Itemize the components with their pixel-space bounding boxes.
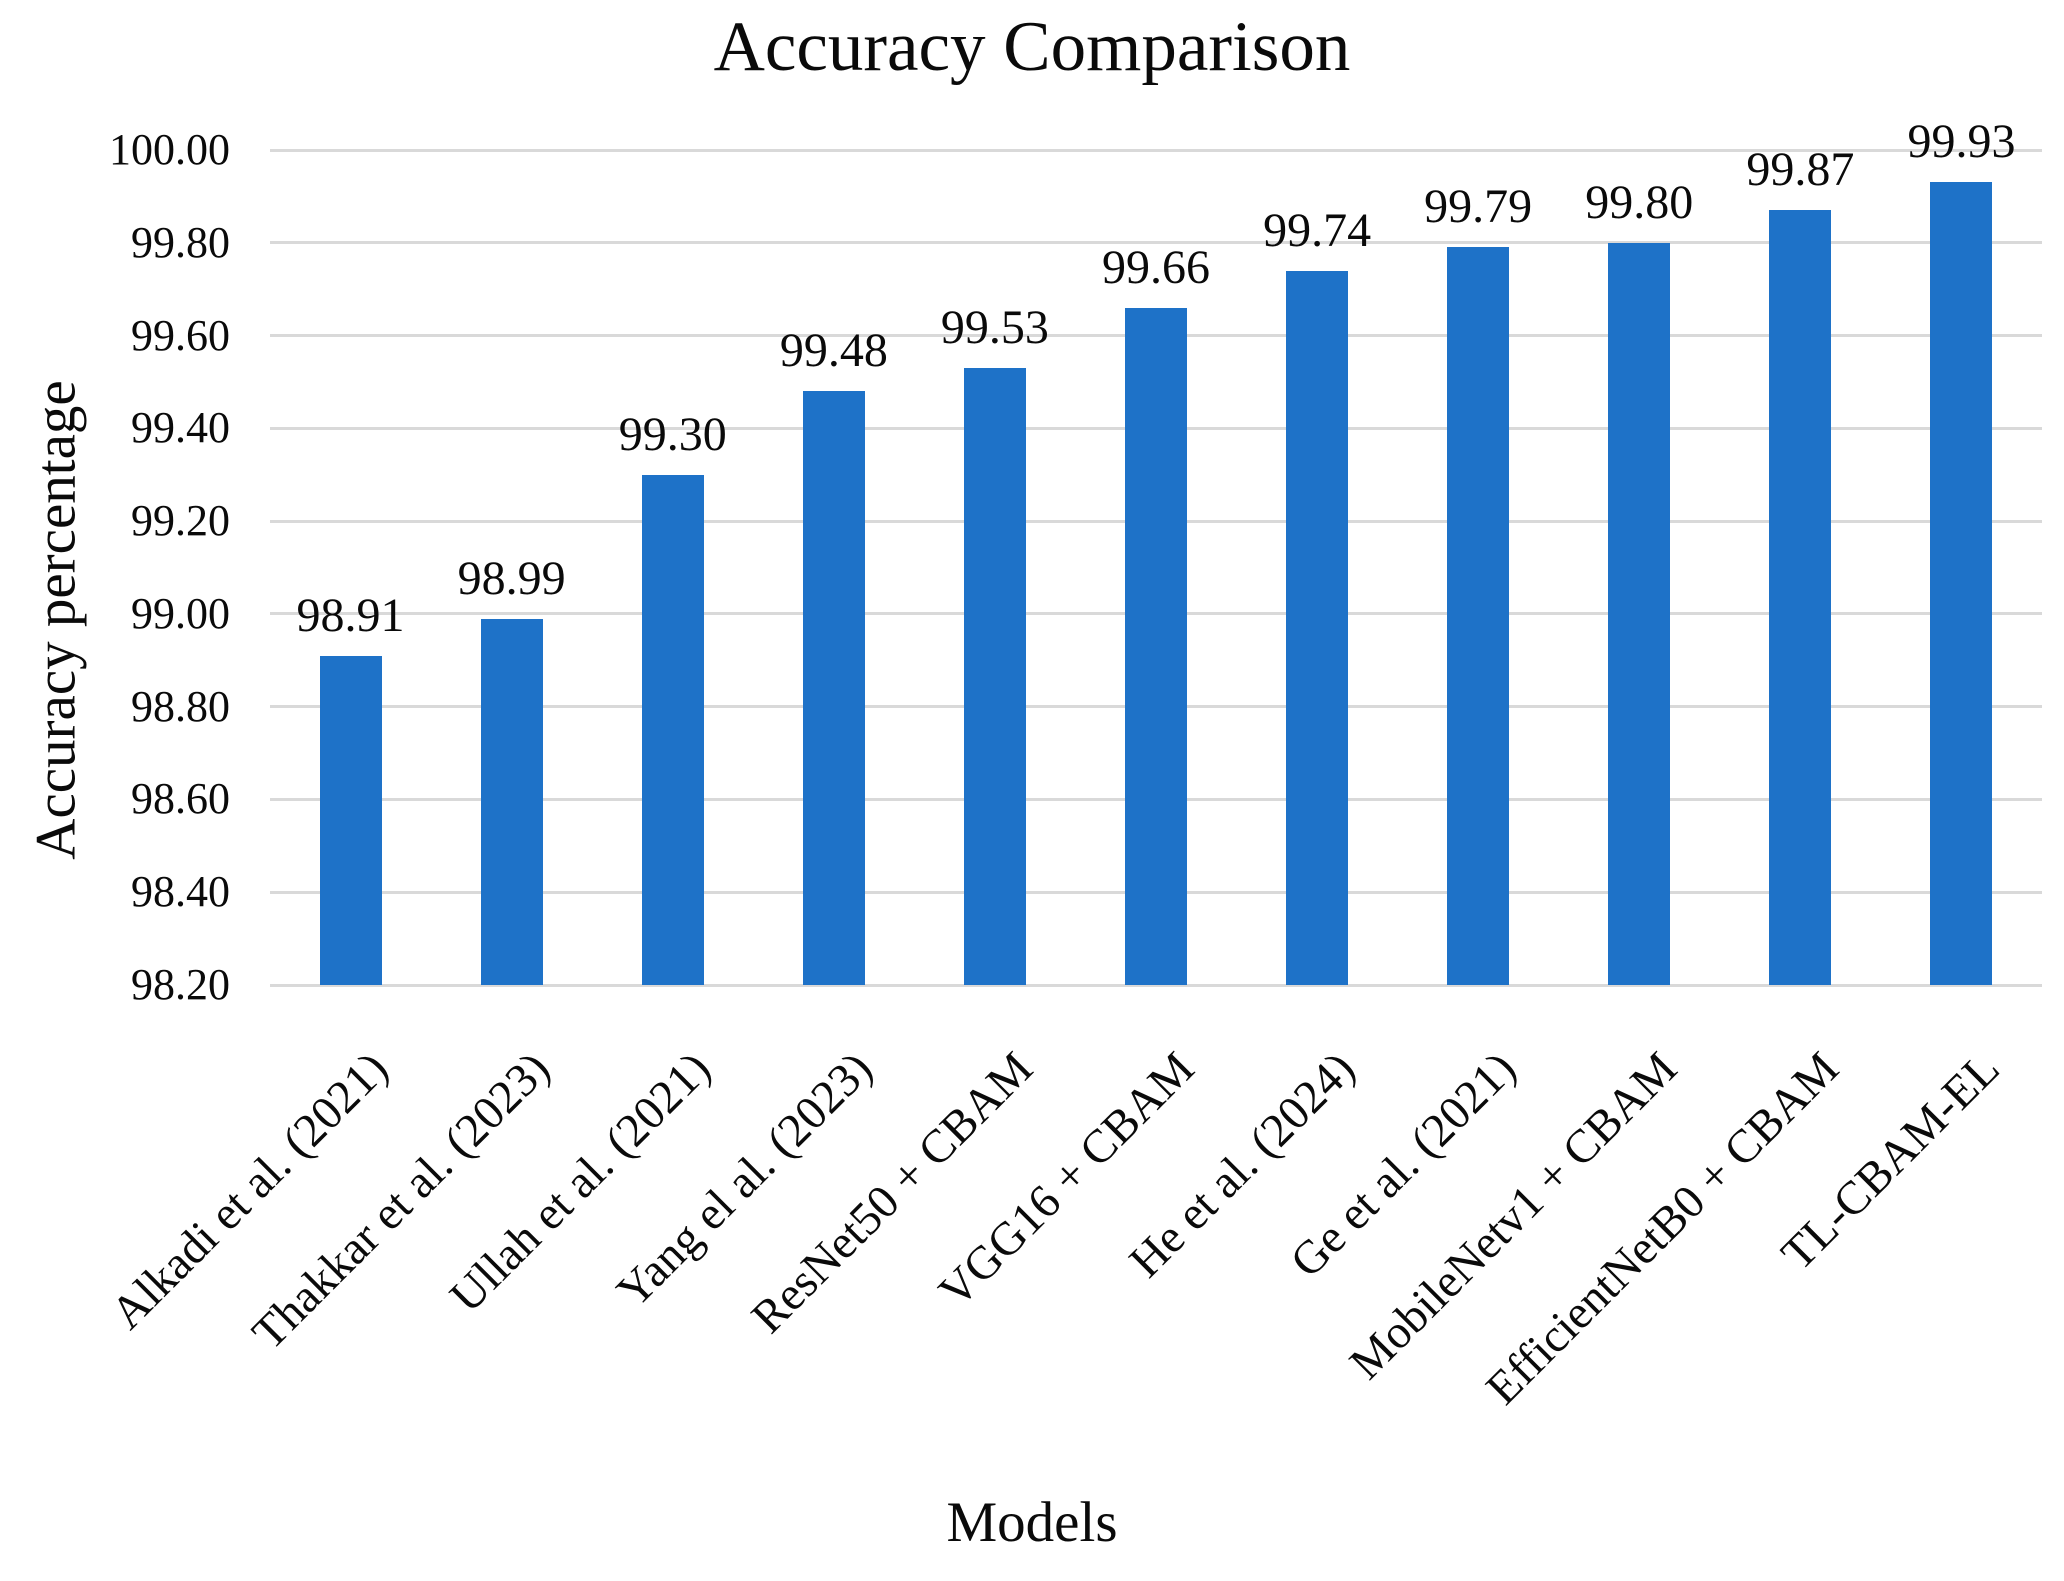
x-category-label: Thakkar et al. (2023) — [242, 1042, 560, 1360]
bar — [1286, 270, 1349, 985]
bar-value-label: 99.79 — [1424, 180, 1533, 234]
bar-value-label: 99.93 — [1907, 115, 2016, 169]
bar — [1125, 307, 1187, 985]
x-category-label: MobileNetv1 + CBAM — [1340, 1042, 1688, 1390]
bar — [480, 618, 543, 985]
y-tick-label: 99.20 — [131, 496, 230, 546]
y-tick-label: 100.00 — [109, 125, 230, 174]
bar — [963, 368, 1026, 985]
x-axis-title: Models — [946, 1491, 1118, 1554]
bar-value-label: 99.87 — [1746, 143, 1855, 197]
y-tick-label: 99.40 — [131, 403, 230, 453]
bar-value-label: 98.91 — [296, 588, 405, 642]
y-tick-label: 98.60 — [131, 774, 230, 824]
bar — [319, 655, 382, 985]
x-category-label: Alkadi et al. (2021) — [101, 1042, 399, 1340]
bar-value-label: 99.53 — [940, 301, 1049, 355]
x-category-label: ResNet50 + CBAM — [741, 1042, 1043, 1344]
bar-value-label: 99.48 — [779, 324, 888, 378]
bar-value-label: 99.74 — [1263, 203, 1372, 257]
bar — [641, 474, 704, 985]
gridline — [270, 983, 2042, 987]
y-tick-label: 99.80 — [131, 217, 230, 267]
bar — [1930, 182, 1993, 985]
chart-title: Accuracy Comparison — [713, 8, 1351, 86]
bar-value-label: 99.66 — [1102, 240, 1210, 294]
bar — [802, 391, 865, 985]
gridline — [270, 241, 2042, 245]
bar-value-label: 99.80 — [1585, 175, 1694, 229]
bar — [1447, 247, 1510, 985]
y-tick-label: 98.40 — [131, 867, 230, 917]
bar-value-label: 99.30 — [618, 407, 727, 461]
plot-area: 100.00 99.80 99.60 99.40 99.20 99.00 98.80 98.6… — [109, 118, 2042, 1007]
y-tick-label: 98.80 — [131, 681, 230, 731]
bar-value-label: 98.99 — [457, 551, 566, 605]
bar — [1769, 210, 1832, 985]
bar — [1608, 242, 1671, 985]
y-tick-label: 98.20 — [131, 960, 230, 1009]
y-tick-label: 99.00 — [131, 588, 230, 638]
y-tick-label: 99.60 — [131, 310, 230, 360]
gridline — [270, 148, 2042, 152]
